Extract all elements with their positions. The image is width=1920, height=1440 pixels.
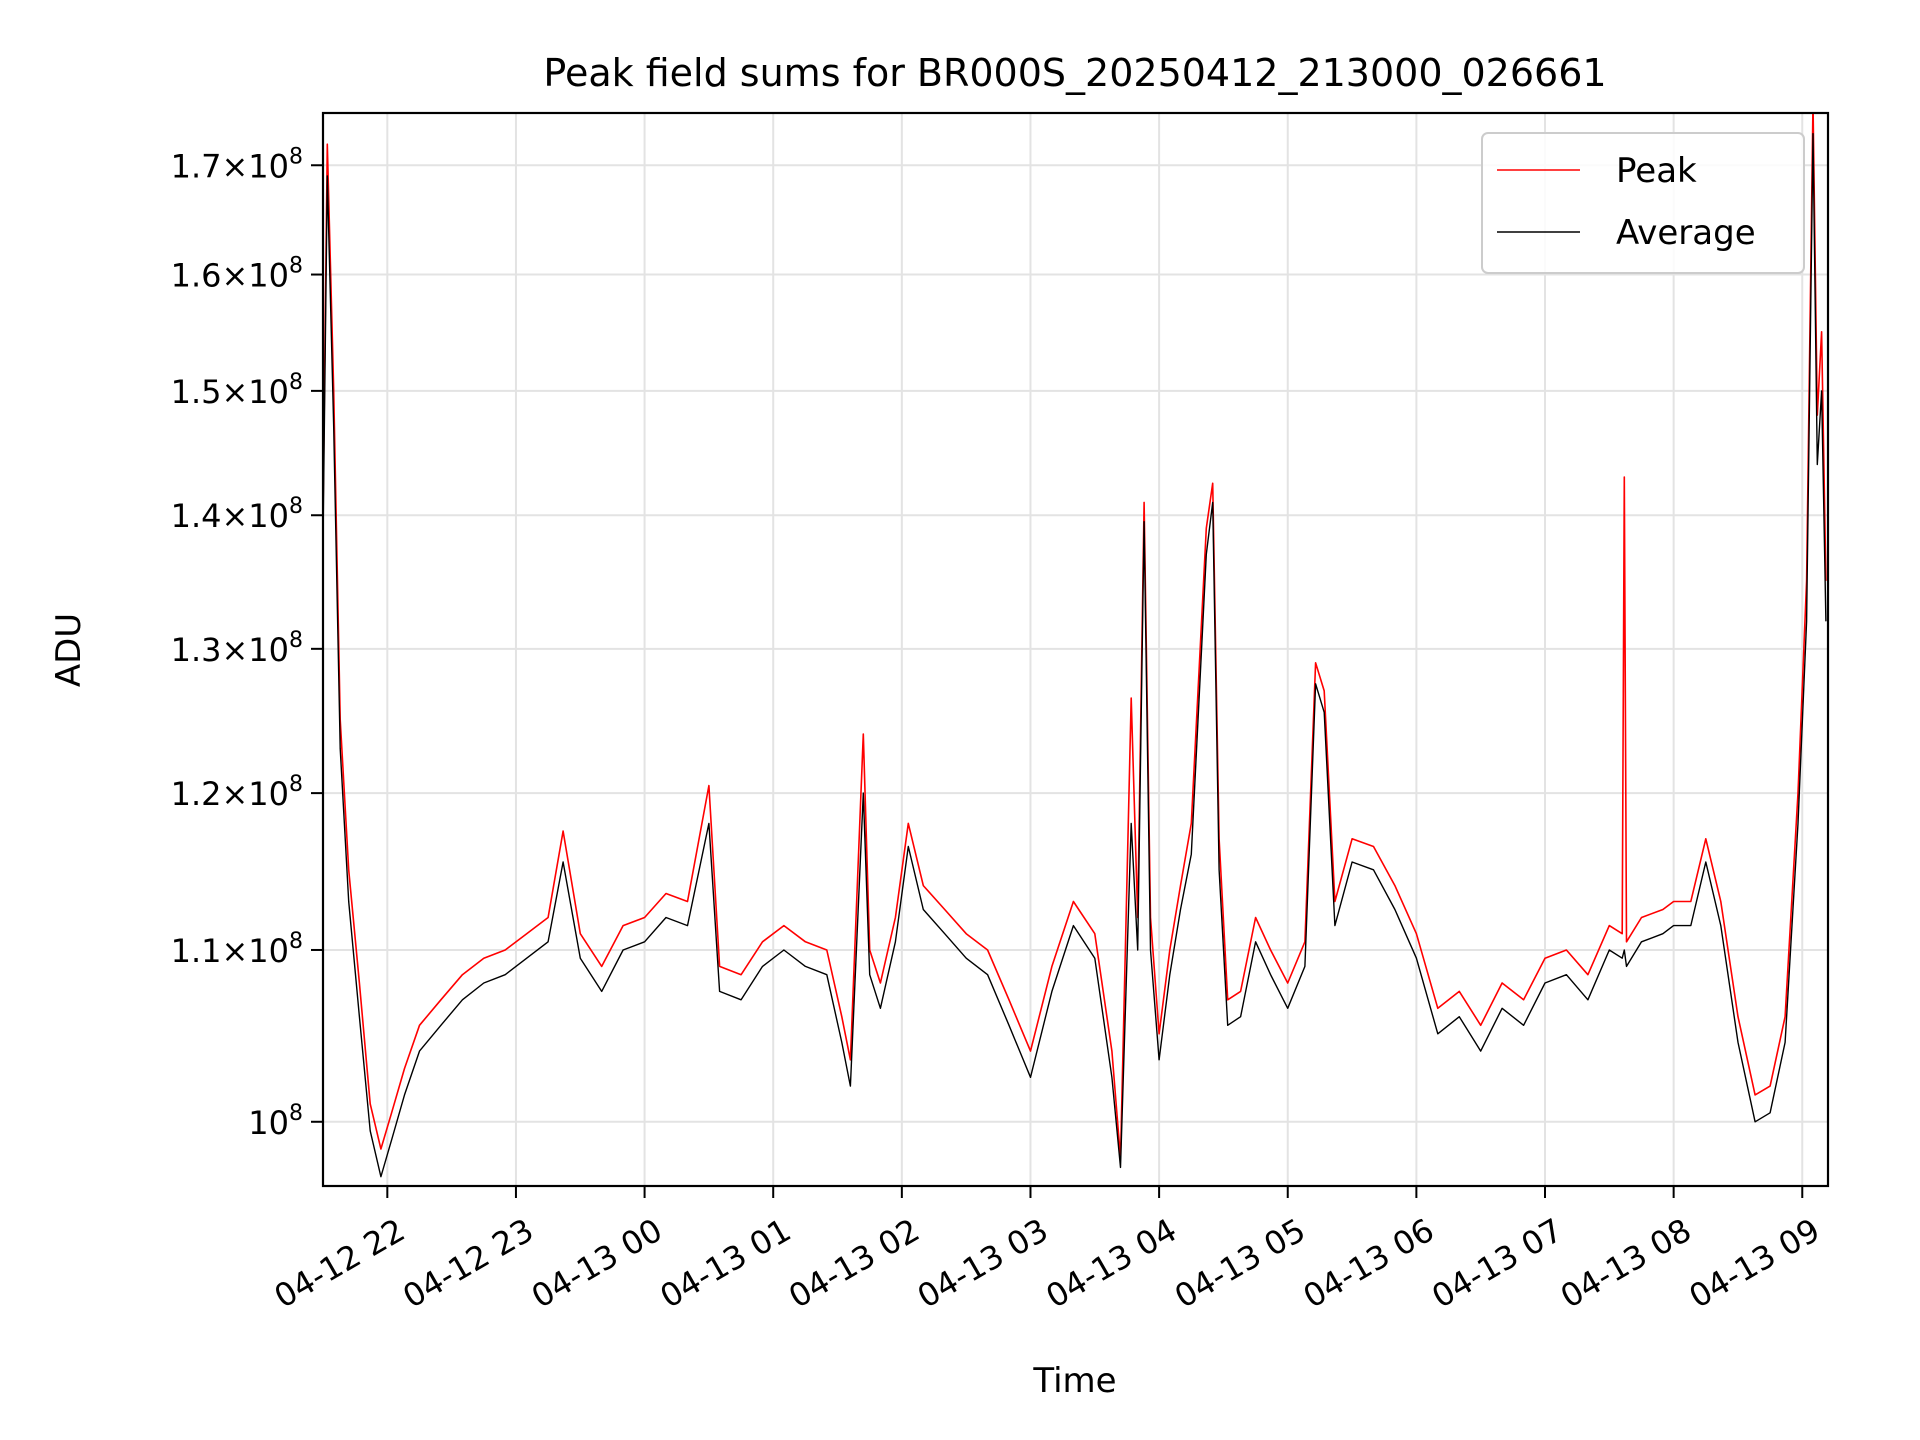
y-tick-label: 1.1×108 [171,929,303,970]
y-tick-label: 1.2×108 [171,772,303,813]
legend-box [1481,132,1805,274]
legend-label-average: Average [1616,213,1756,253]
y-tick-label: 1.7×108 [171,144,303,185]
chart-title: Peak field sums for BR000S_20250412_2130… [543,51,1606,95]
y-axis-label: ADU [49,613,89,687]
legend: Peak Average [1481,132,1805,274]
series-line-average [323,133,1827,1178]
legend-label-peak: Peak [1616,151,1697,191]
y-tick-label: 1.3×108 [171,628,303,669]
plot-frame [321,111,1830,1188]
y-tick-label: 108 [248,1101,303,1142]
y-tick-label: 1.4×108 [171,494,303,535]
plot-area [323,113,1827,1178]
x-axis-label: Time [1032,1361,1116,1401]
y-axis: 108 1.1×108 1.2×108 1.3×108 1.4×108 1.5×108 1.… [171,144,323,1142]
y-tick-label: 1.5×108 [171,370,303,411]
y-tick-label: 1.6×108 [171,254,303,295]
